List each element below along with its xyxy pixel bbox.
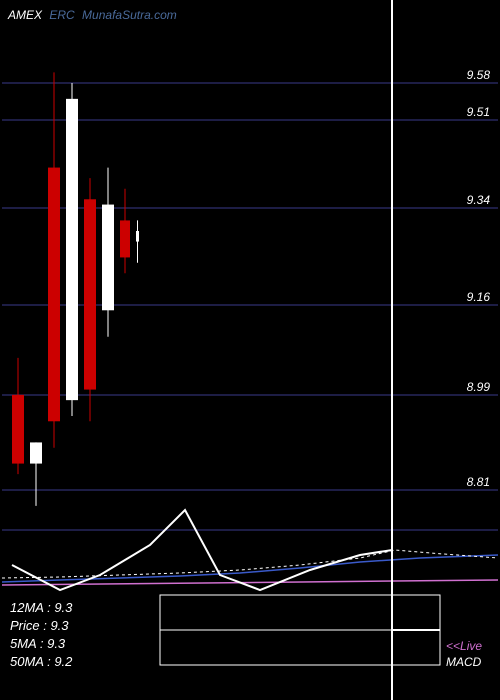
chart-header: AMEX ERC MunafaSutra.com [8, 8, 181, 22]
macd-label: MACD [446, 655, 482, 669]
ma-info-label: 12MA : 9.3 [10, 600, 73, 615]
candle-body [30, 442, 42, 463]
indicator-line [12, 510, 440, 630]
price-axis-label: 9.51 [467, 105, 490, 119]
price-axis-label: 9.16 [467, 290, 491, 304]
chart-canvas: 9.58 9.51 9.34 9.16 8.99 8.81 12MA : 9.3 Price … [0, 0, 500, 700]
price-axis-label: 8.81 [467, 475, 490, 489]
stock-chart: AMEX ERC MunafaSutra.com 9.58 9.51 9.34 9.1… [0, 0, 500, 700]
ma-info-label: Price : 9.3 [10, 618, 69, 633]
ma-info-label: 5MA : 9.3 [10, 636, 66, 651]
candle-body [66, 99, 78, 400]
exchange-label: AMEX [8, 8, 42, 22]
source-label: MunafaSutra.com [82, 8, 177, 22]
candle-body [84, 199, 96, 389]
candle-body [12, 395, 24, 464]
live-label: <<Live [446, 639, 482, 653]
candle-body [102, 205, 114, 311]
ticker-label: ERC [49, 8, 74, 22]
candle-body [48, 168, 60, 422]
price-axis-label: 8.99 [467, 380, 491, 394]
candle-body [120, 220, 130, 257]
ma-info-label: 50MA : 9.2 [10, 654, 73, 669]
indicator-line [2, 550, 498, 578]
indicator-line [2, 555, 498, 582]
candle-body [136, 231, 139, 242]
price-axis-label: 9.58 [467, 68, 491, 82]
price-axis-label: 9.34 [467, 193, 491, 207]
